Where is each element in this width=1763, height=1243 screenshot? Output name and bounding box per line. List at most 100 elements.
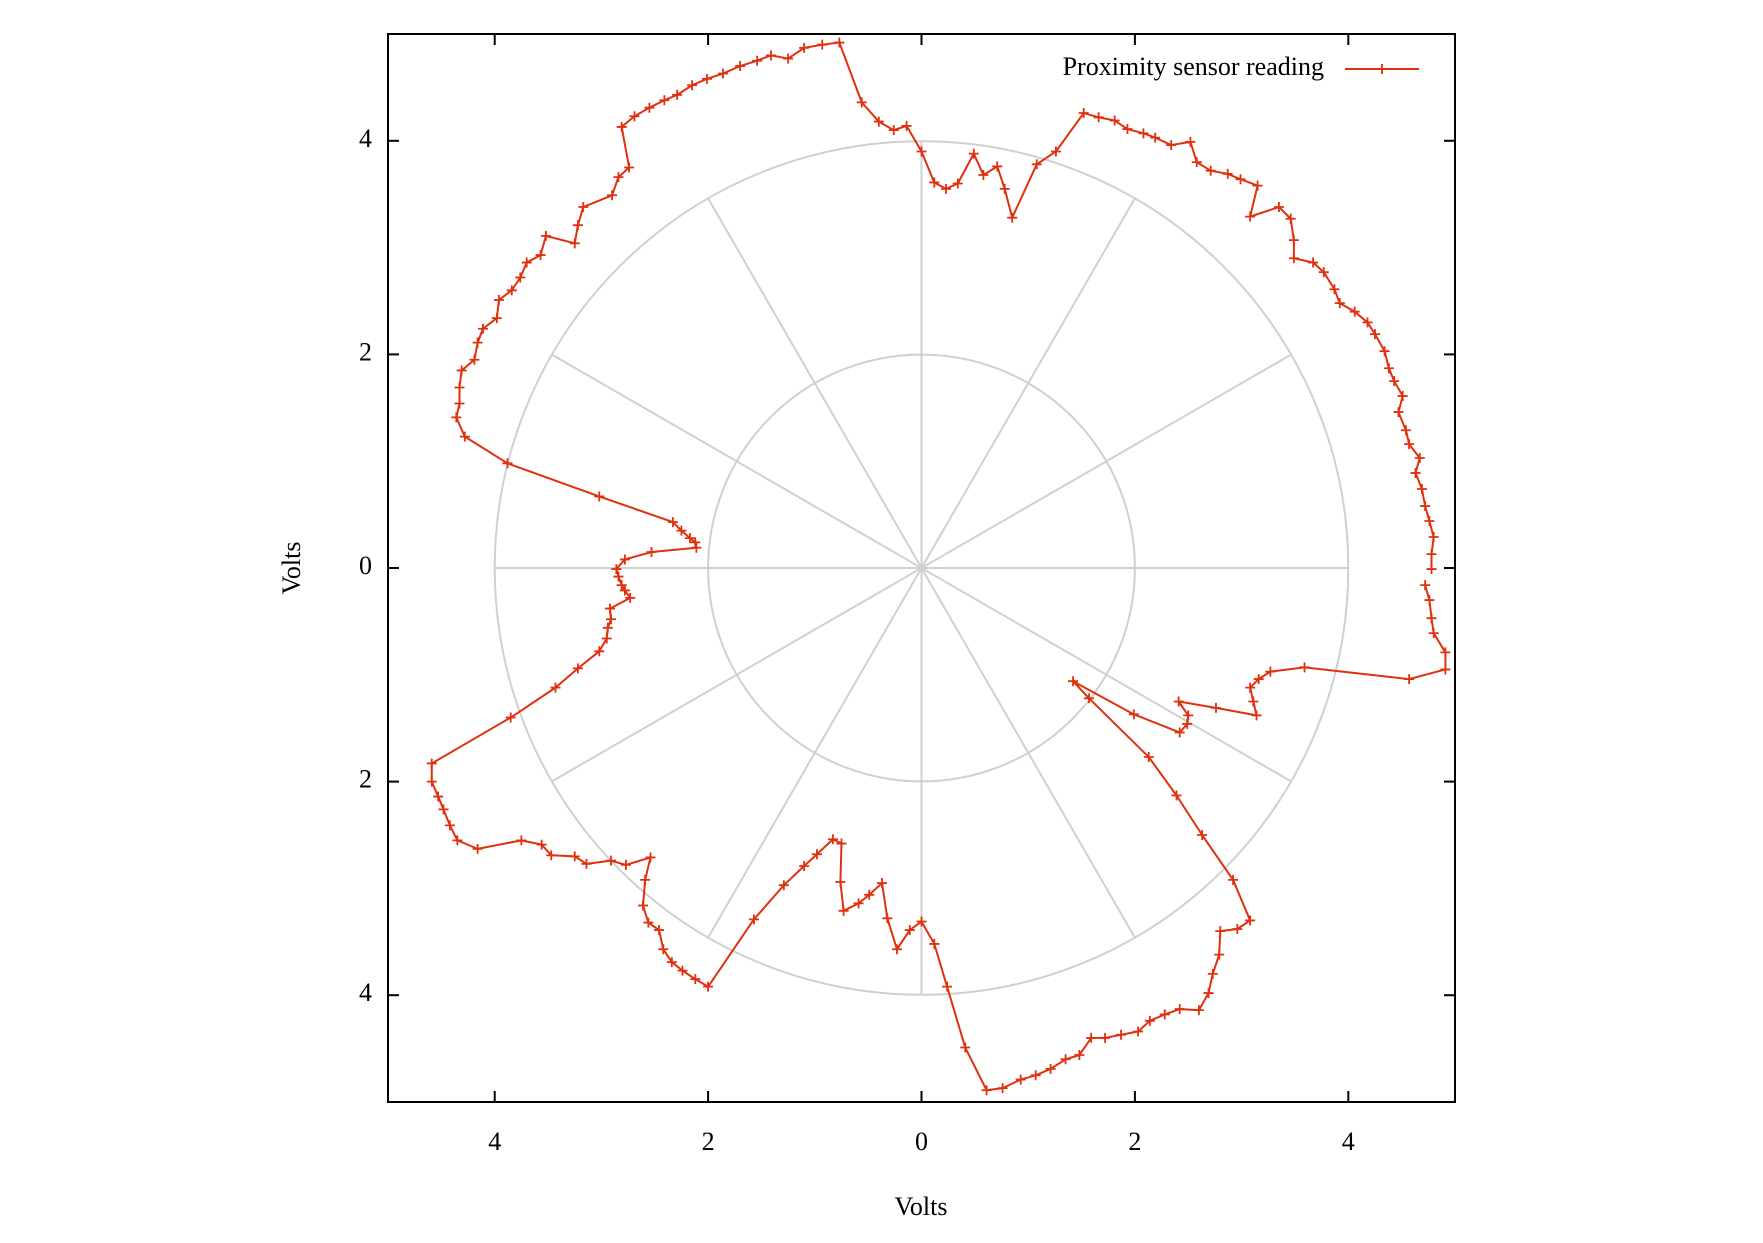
data-point bbox=[1150, 132, 1161, 143]
data-point bbox=[1400, 425, 1411, 436]
data-point bbox=[1334, 298, 1345, 309]
data-point bbox=[1193, 1005, 1204, 1016]
data-point bbox=[459, 431, 470, 442]
data-point bbox=[1068, 676, 1079, 687]
x-axis-title: Volts bbox=[895, 1192, 948, 1221]
data-point bbox=[999, 183, 1010, 194]
data-point bbox=[604, 603, 615, 614]
data-point bbox=[1299, 662, 1310, 673]
data-point bbox=[1173, 696, 1184, 707]
data-point bbox=[778, 880, 789, 891]
data-point bbox=[1222, 168, 1233, 179]
data-point bbox=[1318, 267, 1329, 278]
data-point bbox=[1138, 128, 1149, 139]
data-point bbox=[929, 938, 940, 949]
data-point bbox=[676, 525, 687, 536]
data-point bbox=[454, 398, 465, 409]
data-point bbox=[1369, 329, 1380, 340]
data-point bbox=[882, 913, 893, 924]
data-point bbox=[968, 148, 979, 159]
data-point bbox=[877, 878, 888, 889]
data-point bbox=[702, 73, 713, 84]
data-point bbox=[456, 365, 467, 376]
data-point bbox=[1084, 693, 1095, 704]
data-point bbox=[594, 646, 605, 657]
data-point bbox=[1410, 467, 1421, 478]
data-point bbox=[748, 914, 759, 925]
data-point bbox=[1050, 146, 1061, 157]
data-point bbox=[864, 889, 875, 900]
data-point bbox=[1183, 710, 1194, 721]
y-tick-label: 2 bbox=[359, 337, 372, 366]
data-point bbox=[1426, 549, 1437, 560]
data-point bbox=[620, 859, 631, 870]
data-point bbox=[853, 898, 864, 909]
data-point bbox=[546, 850, 557, 861]
data-point bbox=[1093, 112, 1104, 123]
data-point bbox=[1232, 923, 1243, 934]
data-point bbox=[1143, 752, 1154, 763]
data-point bbox=[1078, 108, 1089, 119]
data-point bbox=[997, 1083, 1008, 1094]
data-point bbox=[1420, 580, 1431, 591]
data-point bbox=[616, 580, 627, 591]
data-point bbox=[1393, 407, 1404, 418]
data-point bbox=[817, 39, 828, 50]
data-point bbox=[1379, 346, 1390, 357]
data-point bbox=[624, 162, 635, 173]
y-tick-label: 4 bbox=[359, 124, 372, 153]
data-point bbox=[835, 876, 846, 887]
data-point bbox=[799, 42, 810, 53]
data-point bbox=[1428, 532, 1439, 543]
data-point bbox=[438, 804, 449, 815]
y-tick-label: 2 bbox=[359, 765, 372, 794]
grid-spoke bbox=[551, 353, 923, 569]
data-point bbox=[1245, 682, 1256, 693]
data-point bbox=[1207, 968, 1218, 979]
data-point bbox=[643, 917, 654, 928]
grid-spoke bbox=[920, 567, 1292, 783]
data-point bbox=[502, 458, 513, 469]
data-point bbox=[677, 965, 688, 976]
data-point bbox=[602, 622, 613, 633]
data-point bbox=[1144, 1015, 1155, 1026]
data-point bbox=[1245, 915, 1256, 926]
data-line bbox=[430, 41, 1447, 1092]
data-point bbox=[916, 916, 927, 927]
data-point bbox=[1015, 1074, 1026, 1085]
data-point bbox=[1128, 709, 1139, 720]
data-point bbox=[1329, 284, 1340, 295]
x-tick-label: 0 bbox=[915, 1127, 928, 1156]
data-point bbox=[1362, 317, 1373, 328]
x-tick-label: 4 bbox=[1342, 1127, 1355, 1156]
data-point bbox=[1166, 140, 1177, 151]
data-point bbox=[644, 102, 655, 113]
data-point bbox=[625, 592, 636, 603]
data-point bbox=[1191, 157, 1202, 168]
data-point bbox=[1007, 212, 1018, 223]
data-point bbox=[1285, 213, 1296, 224]
data-point bbox=[690, 537, 701, 548]
data-point bbox=[783, 53, 794, 64]
data-point bbox=[1235, 174, 1246, 185]
grid-spoke bbox=[551, 567, 923, 783]
data-point bbox=[691, 542, 702, 553]
data-point bbox=[1397, 391, 1408, 402]
data-point bbox=[1273, 202, 1284, 213]
data-point bbox=[606, 855, 617, 866]
data-point bbox=[1251, 710, 1262, 721]
data-point bbox=[535, 250, 546, 261]
data-point bbox=[703, 981, 714, 992]
data-point bbox=[515, 272, 526, 283]
data-point bbox=[1045, 1063, 1056, 1074]
data-point bbox=[1122, 124, 1133, 135]
grid-spoke bbox=[920, 353, 1292, 569]
data-point bbox=[1228, 874, 1239, 885]
data-point bbox=[493, 294, 504, 305]
data-point bbox=[1424, 595, 1435, 606]
data-point bbox=[1404, 674, 1415, 685]
data-point bbox=[1440, 647, 1451, 658]
data-point bbox=[1265, 666, 1276, 677]
x-tick-label: 4 bbox=[488, 1127, 501, 1156]
data-point bbox=[1214, 949, 1225, 960]
